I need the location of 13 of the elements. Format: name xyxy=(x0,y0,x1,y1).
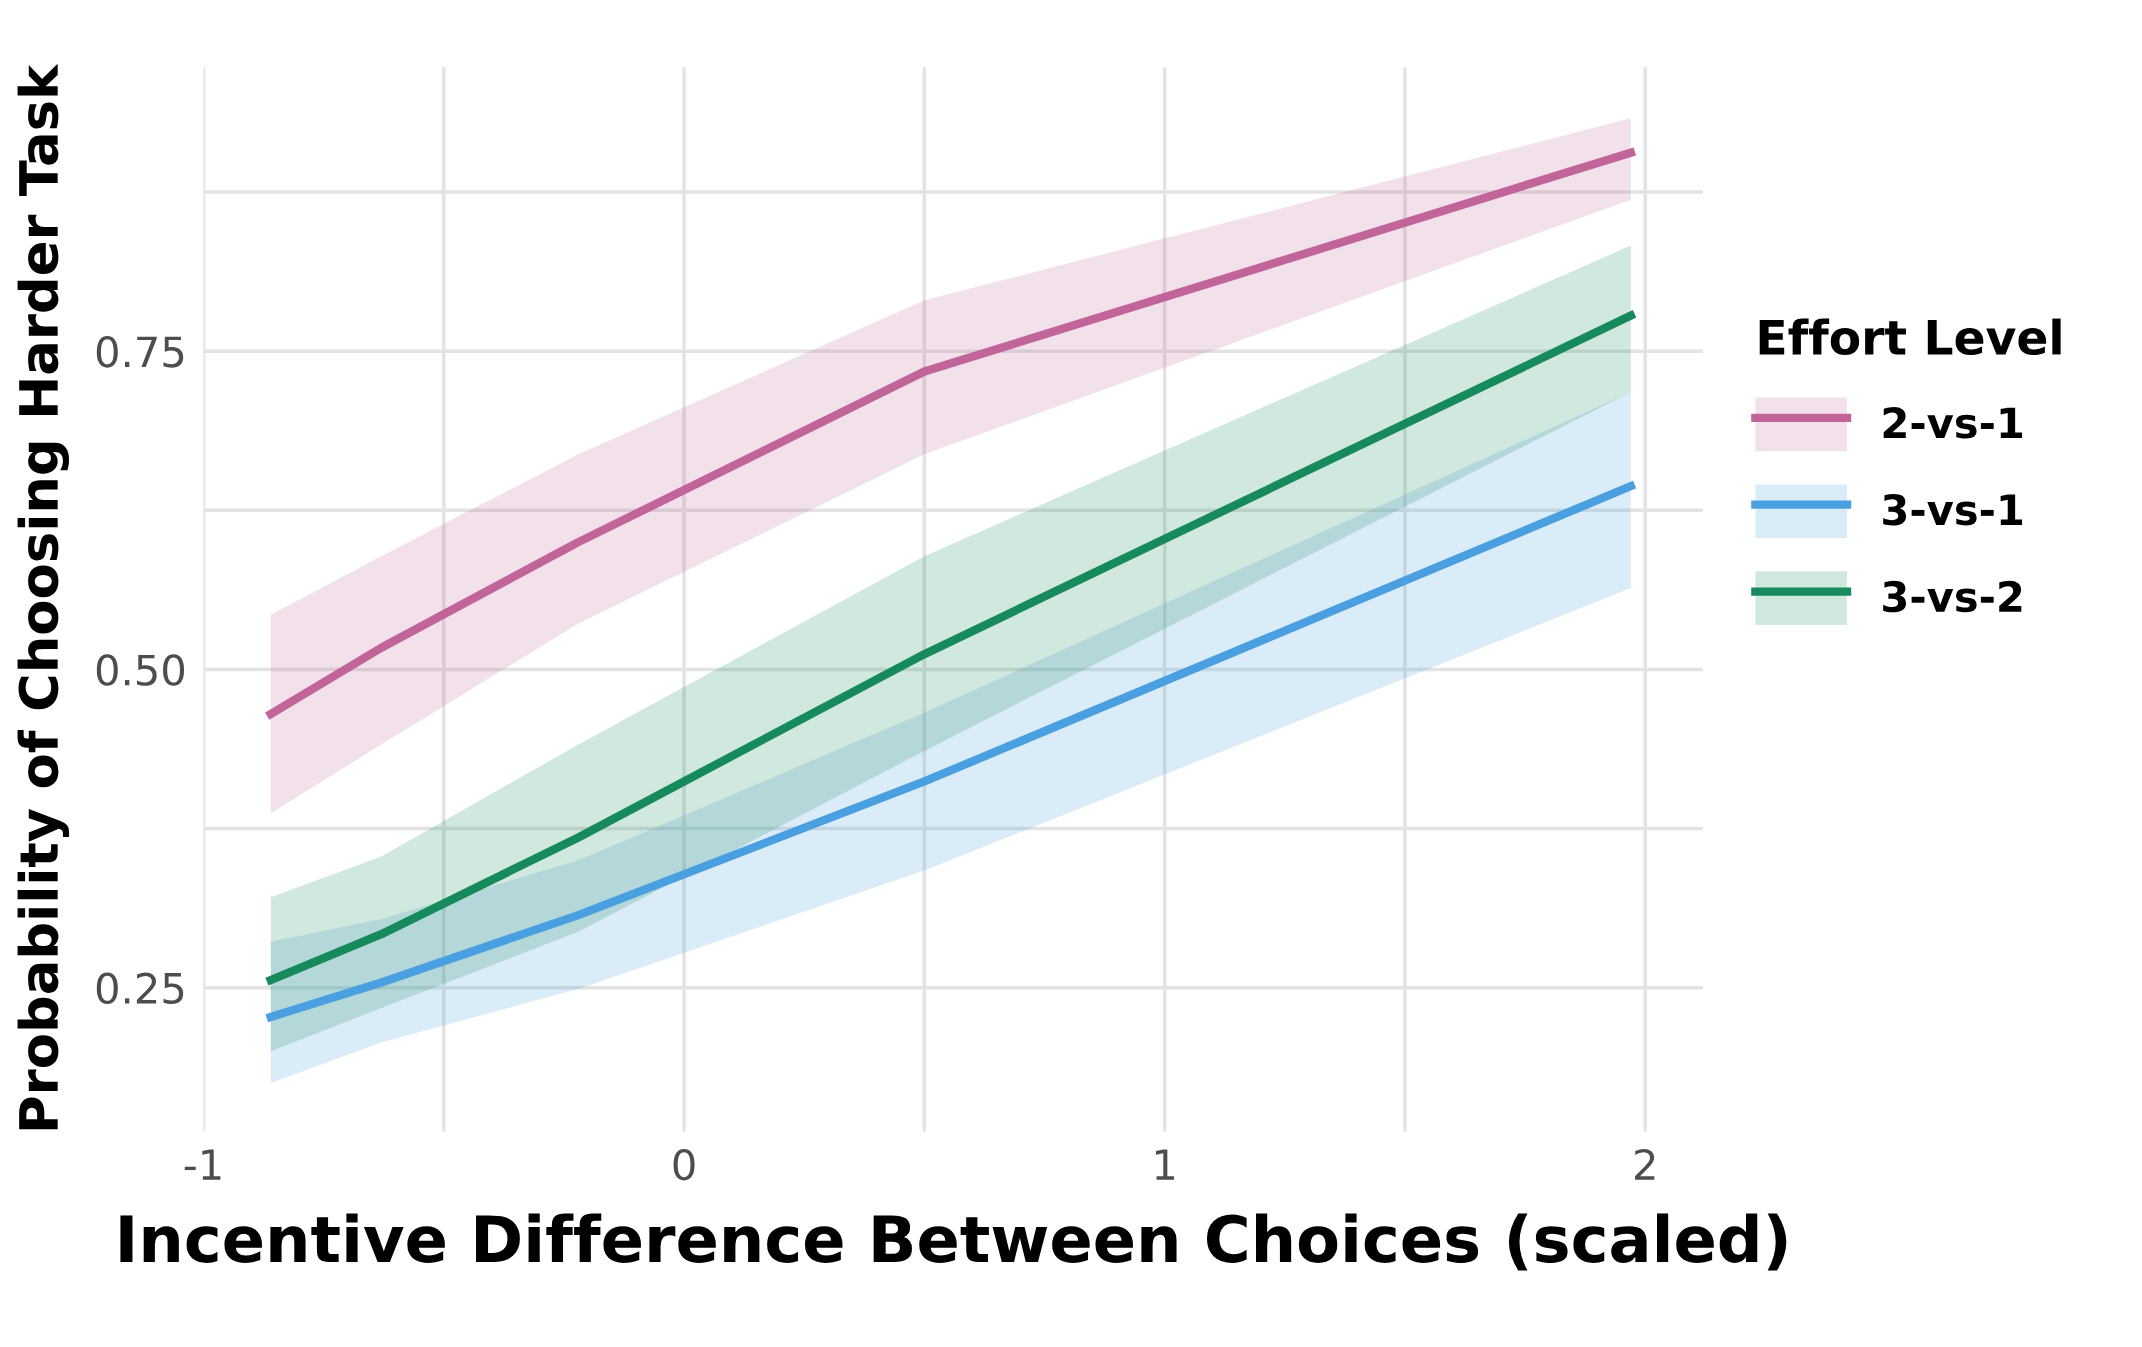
x-axis-title: Incentive Difference Between Choices (scaled) xyxy=(120,1213,1787,1271)
y-tick-label: 0.50 xyxy=(96,654,185,686)
y-axis-title: Probability of Choosing Harder Task xyxy=(17,63,70,1130)
legend-label: 3-vs-1 xyxy=(1883,493,2023,526)
legend-title: Effort Level xyxy=(1759,318,2061,356)
x-tick-label: 2 xyxy=(1635,1148,1655,1180)
legend-label: 2-vs-1 xyxy=(1883,407,2023,439)
legend-label: 3-vs-2 xyxy=(1883,580,2022,613)
x-tick-label: -1 xyxy=(184,1149,221,1180)
x-tick-label: 0 xyxy=(673,1148,695,1181)
y-tick-label: 0.75 xyxy=(96,336,184,368)
y-tick-label: 0.25 xyxy=(96,972,184,1005)
x-tick-label: 1 xyxy=(1155,1149,1175,1180)
